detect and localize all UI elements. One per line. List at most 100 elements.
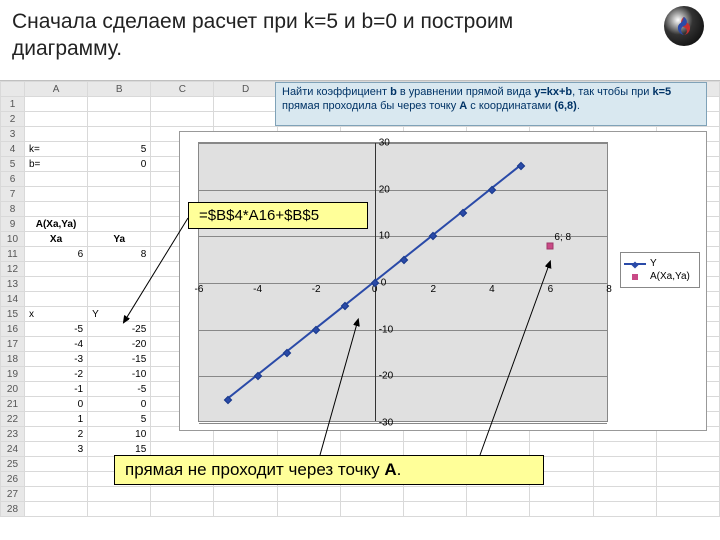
cell[interactable] [593, 502, 656, 517]
cell[interactable] [24, 127, 87, 142]
cell[interactable]: Y [88, 307, 151, 322]
row-header[interactable]: 22 [1, 412, 25, 427]
row-header[interactable]: 27 [1, 487, 25, 502]
cell[interactable]: 0 [88, 397, 151, 412]
cell[interactable] [88, 187, 151, 202]
cell[interactable] [214, 112, 277, 127]
row-header[interactable]: 16 [1, 322, 25, 337]
cell[interactable] [24, 487, 87, 502]
cell[interactable] [593, 457, 656, 472]
row-header[interactable]: 21 [1, 397, 25, 412]
cell[interactable] [214, 487, 277, 502]
col-header[interactable]: C [151, 82, 214, 97]
cell[interactable] [656, 472, 719, 487]
cell[interactable] [88, 97, 151, 112]
cell[interactable] [530, 502, 593, 517]
cell[interactable] [24, 187, 87, 202]
cell[interactable] [88, 262, 151, 277]
cell[interactable] [593, 487, 656, 502]
row-header[interactable]: 28 [1, 502, 25, 517]
cell[interactable]: Ya [88, 232, 151, 247]
row-header[interactable]: 1 [1, 97, 25, 112]
cell[interactable] [24, 502, 87, 517]
cell[interactable] [403, 487, 466, 502]
cell[interactable] [467, 502, 530, 517]
row-header[interactable]: 12 [1, 262, 25, 277]
col-header[interactable]: A [24, 82, 87, 97]
row-header[interactable]: 23 [1, 427, 25, 442]
cell[interactable]: 6 [24, 247, 87, 262]
cell[interactable]: 10 [88, 427, 151, 442]
cell[interactable]: A(Xa,Ya) [24, 217, 87, 232]
cell[interactable]: 0 [88, 157, 151, 172]
cell[interactable] [24, 457, 87, 472]
cell[interactable] [656, 442, 719, 457]
row-header[interactable]: 9 [1, 217, 25, 232]
cell[interactable] [88, 487, 151, 502]
cell[interactable]: 2 [24, 427, 87, 442]
cell[interactable]: 0 [24, 397, 87, 412]
row-header[interactable]: 10 [1, 232, 25, 247]
cell[interactable]: -15 [88, 352, 151, 367]
cell[interactable] [88, 127, 151, 142]
cell[interactable]: 5 [88, 412, 151, 427]
cell[interactable]: k= [24, 142, 87, 157]
cell[interactable] [340, 502, 403, 517]
cell[interactable] [151, 97, 214, 112]
cell[interactable] [24, 292, 87, 307]
cell[interactable] [88, 502, 151, 517]
cell[interactable] [24, 172, 87, 187]
cell[interactable]: b= [24, 157, 87, 172]
cell[interactable] [24, 262, 87, 277]
row-header[interactable]: 20 [1, 382, 25, 397]
row-header[interactable]: 13 [1, 277, 25, 292]
cell[interactable] [151, 487, 214, 502]
cell[interactable]: -10 [88, 367, 151, 382]
row-header[interactable]: 7 [1, 187, 25, 202]
cell[interactable] [214, 502, 277, 517]
row-header[interactable]: 14 [1, 292, 25, 307]
cell[interactable] [214, 97, 277, 112]
cell[interactable] [403, 502, 466, 517]
cell[interactable] [656, 457, 719, 472]
row-header[interactable]: 3 [1, 127, 25, 142]
cell[interactable] [530, 487, 593, 502]
row-header[interactable]: 26 [1, 472, 25, 487]
cell[interactable]: -4 [24, 337, 87, 352]
cell[interactable] [277, 502, 340, 517]
col-header[interactable]: B [88, 82, 151, 97]
cell[interactable] [277, 487, 340, 502]
cell[interactable] [88, 217, 151, 232]
cell[interactable] [593, 442, 656, 457]
cell[interactable]: 3 [24, 442, 87, 457]
cell[interactable]: 8 [88, 247, 151, 262]
cell[interactable] [151, 502, 214, 517]
cell[interactable] [88, 277, 151, 292]
cell[interactable]: 1 [24, 412, 87, 427]
col-header[interactable]: D [214, 82, 277, 97]
cell[interactable] [656, 502, 719, 517]
row-header[interactable]: 18 [1, 352, 25, 367]
cell[interactable]: -2 [24, 367, 87, 382]
row-header[interactable]: 11 [1, 247, 25, 262]
row-header[interactable]: 19 [1, 367, 25, 382]
embedded-chart[interactable]: -30-20-10102030-6-4-20246806; 8 Y A(Xa,Y… [179, 131, 707, 431]
cell[interactable] [24, 277, 87, 292]
cell[interactable] [467, 487, 530, 502]
cell[interactable] [656, 487, 719, 502]
cell[interactable] [151, 112, 214, 127]
cell[interactable]: x [24, 307, 87, 322]
cell[interactable]: Xa [24, 232, 87, 247]
row-header[interactable]: 6 [1, 172, 25, 187]
cell[interactable]: -1 [24, 382, 87, 397]
row-header[interactable]: 4 [1, 142, 25, 157]
row-header[interactable]: 8 [1, 202, 25, 217]
cell[interactable] [24, 202, 87, 217]
cell[interactable]: 5 [88, 142, 151, 157]
row-header[interactable]: 2 [1, 112, 25, 127]
cell[interactable] [24, 97, 87, 112]
row-header[interactable]: 25 [1, 457, 25, 472]
row-header[interactable]: 17 [1, 337, 25, 352]
cell[interactable] [88, 172, 151, 187]
row-header[interactable]: 24 [1, 442, 25, 457]
